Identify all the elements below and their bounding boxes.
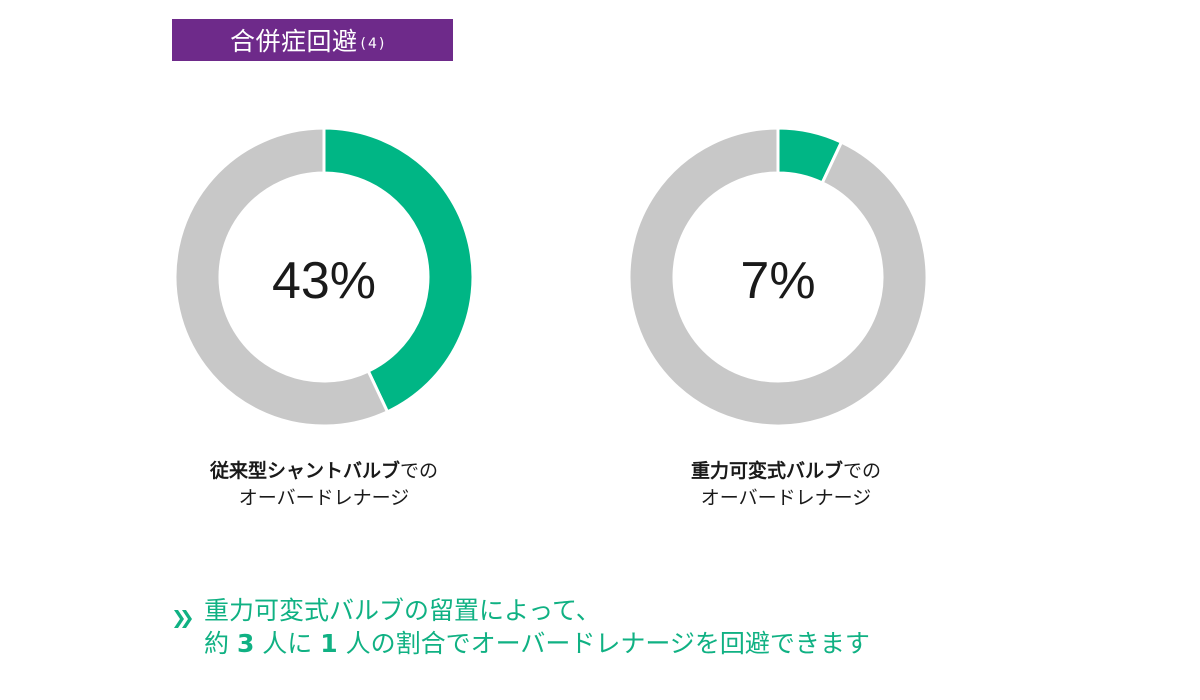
donut-slice-highlight bbox=[322, 127, 474, 414]
conclusion-part-c: 人の割合でオーバードレナージを回避できます bbox=[337, 629, 870, 658]
conclusion-number-1: 1 bbox=[320, 629, 338, 658]
caption-strong: 従来型シャントバルブ bbox=[209, 460, 400, 482]
caption-rest: での bbox=[843, 460, 882, 482]
conclusion-text: 重力可変式バルブの留置によって、 約 3 人に 1 人の割合でオーバードレナージ… bbox=[172, 594, 870, 660]
caption-line2: オーバードレナージ bbox=[238, 487, 410, 509]
caption-gravity-valve: 重力可変式バルブでの オーバードレナージ bbox=[586, 458, 986, 512]
section-title-number: (4) bbox=[360, 36, 387, 52]
double-chevron-right-icon bbox=[174, 610, 192, 628]
donut-slice-remainder bbox=[628, 127, 928, 427]
caption-conventional-valve: 従来型シャントバルブでの オーバードレナージ bbox=[124, 458, 524, 512]
conclusion-part-b: 人に bbox=[254, 629, 321, 658]
conclusion-line2: 約 3 人に 1 人の割合でオーバードレナージを回避できます bbox=[204, 627, 870, 660]
section-header: 合併症回避 (4) bbox=[172, 19, 453, 61]
caption-strong: 重力可変式バルブ bbox=[690, 460, 843, 482]
donut-chart-gravity-valve: 7% bbox=[628, 127, 928, 427]
caption-rest: での bbox=[400, 460, 439, 482]
donut-slice-remainder bbox=[174, 127, 390, 427]
section-title: 合併症回避 bbox=[230, 27, 358, 56]
conclusion-line1: 重力可変式バルブの留置によって、 bbox=[204, 596, 601, 625]
donut-svg-gravity: 7% bbox=[628, 127, 928, 427]
caption-line2: オーバードレナージ bbox=[700, 487, 872, 509]
donut-center-label: 43% bbox=[272, 252, 376, 310]
donut-center-label: 7% bbox=[740, 252, 815, 310]
conclusion-number-3: 3 bbox=[236, 629, 255, 658]
donut-chart-conventional-valve: 43% bbox=[174, 127, 474, 427]
donut-svg-conventional: 43% bbox=[174, 127, 474, 427]
conclusion-part-a: 約 bbox=[204, 629, 237, 658]
